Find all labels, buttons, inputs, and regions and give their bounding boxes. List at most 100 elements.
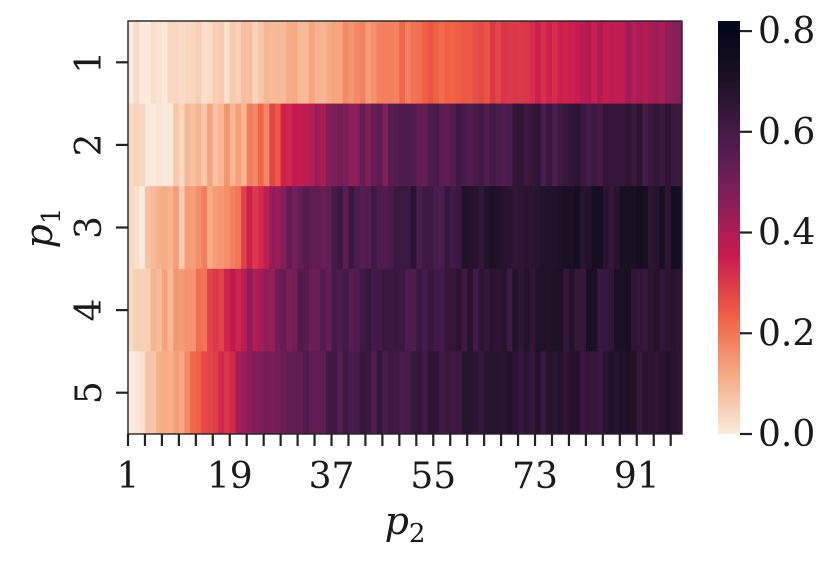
heatmap-cell (540, 351, 547, 435)
heatmap-cell (591, 351, 598, 435)
heatmap-cell (308, 21, 315, 104)
y-tick-label: 2 (69, 133, 110, 156)
heatmap-cell (150, 186, 157, 270)
heatmap-cell (320, 103, 327, 187)
heatmap-cell (207, 103, 214, 187)
heatmap-cell (653, 103, 660, 187)
heatmap-cell (235, 186, 242, 270)
heatmap-cell (348, 21, 355, 104)
heatmap-cell (665, 351, 672, 435)
heatmap-cell (614, 103, 621, 187)
heatmap-cell (614, 186, 621, 270)
heatmap-cell (320, 351, 327, 435)
heatmap-cell (444, 268, 451, 352)
heatmap-cell (201, 103, 208, 187)
heatmap-cell (591, 103, 598, 187)
heatmap-cell (438, 21, 445, 104)
y-tick-label: 1 (69, 51, 110, 74)
heatmap-cell (297, 186, 304, 270)
heatmap-cell (371, 103, 378, 187)
heatmap-cell (133, 186, 140, 270)
heatmap-cell (495, 186, 502, 270)
heatmap-cell (438, 351, 445, 435)
heatmap-cell (212, 351, 219, 435)
heatmap-cell (144, 186, 152, 270)
heatmap-cell (393, 186, 400, 270)
heatmap-cell (224, 21, 231, 104)
heatmap-cell (648, 186, 655, 270)
heatmap-cell (535, 103, 542, 187)
heatmap-cell (501, 268, 508, 352)
heatmap-cell (625, 186, 632, 270)
heatmap-cell (150, 21, 157, 104)
heatmap-cell (297, 21, 304, 104)
heatmap-cell (393, 21, 400, 104)
heatmap-cell (258, 103, 265, 187)
heatmap-cell (314, 103, 321, 187)
heatmap-cell (416, 351, 423, 435)
heatmap-cell (190, 103, 197, 187)
heatmap-cell (614, 351, 621, 435)
heatmap-cell (416, 268, 423, 352)
heatmap-cell (190, 186, 197, 270)
heatmap-cell (331, 186, 338, 270)
heatmap-cell (512, 351, 519, 435)
heatmap-cell (665, 268, 672, 352)
heatmap-cell (241, 351, 248, 435)
heatmap-cell (602, 351, 609, 435)
heatmap-cell (574, 21, 581, 104)
heatmap-cell (416, 186, 423, 270)
heatmap-cell (478, 21, 485, 104)
heatmap-cell (670, 21, 677, 104)
heatmap-cell (252, 103, 259, 187)
heatmap-cell (173, 21, 180, 104)
heatmap-cell (648, 103, 655, 187)
heatmap-cell (631, 268, 638, 352)
heatmap-cell (523, 21, 530, 104)
heatmap-cell (342, 21, 349, 104)
heatmap-cell (568, 186, 575, 270)
heatmap-cell (472, 186, 479, 270)
heatmap-cell (421, 186, 429, 270)
heatmap-cell (376, 103, 383, 187)
heatmap-cell (314, 186, 321, 270)
x-tick-label: 37 (309, 456, 355, 497)
heatmap-cell (529, 268, 536, 352)
heatmap-cell (438, 186, 445, 270)
heatmap-cell (354, 268, 361, 352)
heatmap-cell (314, 21, 321, 104)
heatmap-cell (274, 268, 282, 352)
heatmap-cell (348, 351, 355, 435)
heatmap-cell (653, 351, 660, 435)
heatmap-cell (297, 268, 304, 352)
heatmap-cell (489, 21, 496, 104)
heatmap-cell (286, 268, 293, 352)
heatmap-cell (585, 103, 592, 187)
heatmap-cell (365, 268, 372, 352)
colorbar-tick-label: 0.6 (758, 112, 815, 153)
heatmap-cell (218, 21, 225, 104)
heatmap-cell (354, 186, 361, 270)
heatmap-cell (252, 268, 259, 352)
heatmap-cell (416, 103, 423, 187)
heatmap-cell (450, 268, 457, 352)
heatmap-cell (580, 268, 587, 352)
heatmap-cell (642, 21, 649, 104)
heatmap-cell (518, 268, 525, 352)
heatmap-cell (325, 351, 332, 435)
heatmap-cell (495, 268, 502, 352)
heatmap-cell (625, 268, 632, 352)
heatmap-cell (450, 351, 457, 435)
heatmap-cell (580, 351, 587, 435)
heatmap-cell (178, 186, 185, 270)
heatmap-cell (291, 186, 298, 270)
heatmap-cell (190, 268, 197, 352)
heatmap-cell (625, 351, 632, 435)
heatmap-cell (512, 103, 519, 187)
heatmap-cell (461, 186, 468, 270)
heatmap-cell (484, 268, 491, 352)
heatmap-cell (427, 268, 434, 352)
heatmap-cell (450, 103, 457, 187)
heatmap-cell (167, 103, 174, 187)
